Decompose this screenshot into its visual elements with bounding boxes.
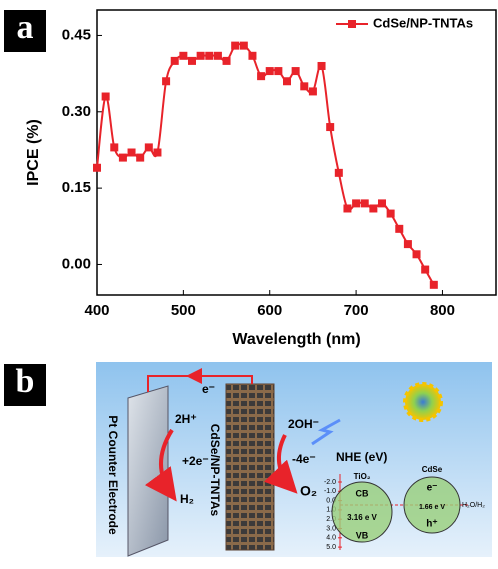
data-point <box>153 148 162 157</box>
y-tick-label: 0.15 <box>62 179 91 196</box>
x-tick-label: 500 <box>171 302 196 319</box>
text: 2H⁺ <box>175 412 197 426</box>
data-point <box>188 56 196 65</box>
text: Pt Counter Electrode <box>106 415 120 535</box>
x-tick-label: 700 <box>344 302 369 319</box>
data-point <box>170 56 179 65</box>
data-point <box>308 87 317 96</box>
legend-marker <box>348 20 356 28</box>
panel-box <box>4 364 46 406</box>
data-point <box>257 72 266 81</box>
nhe-tick-label: -1.0 <box>324 488 336 495</box>
plot-frame <box>96 9 497 296</box>
text: 2OH⁻ <box>288 417 319 431</box>
sun <box>403 382 443 422</box>
nanotube-array <box>225 383 275 551</box>
data-point <box>283 77 291 86</box>
data-point <box>196 51 205 60</box>
panel-label: a <box>17 9 34 46</box>
data-point <box>248 51 257 60</box>
data-point <box>343 204 352 213</box>
y-tick-label: 0.30 <box>62 103 91 120</box>
data-point <box>326 123 335 132</box>
cdse-circle <box>403 476 461 534</box>
data-point <box>118 153 127 162</box>
text: H₂O/H₂ <box>462 502 485 509</box>
chart: 0.00 0.15 0.30 0.45 400 500 600 700 800 Wavelengt… <box>25 9 497 348</box>
tio2-circle <box>331 481 393 543</box>
diagram: e⁻ Pt Counter Electrode CdSe/NP-TNTAs 2H… <box>96 362 492 557</box>
data-point <box>386 209 395 218</box>
text: 1.66 e V <box>419 504 445 511</box>
data-point <box>395 224 404 233</box>
nhe-tick-label: 0.0 <box>326 497 336 504</box>
nhe-tick-label: 3.0 <box>326 525 336 532</box>
data-point <box>360 199 369 208</box>
text: O₂ <box>300 483 317 499</box>
data-point <box>205 51 214 60</box>
text: NHE (eV) <box>336 450 387 464</box>
data-point <box>101 92 110 101</box>
panel-label: b <box>16 363 35 400</box>
panel-box <box>4 10 46 52</box>
text: h⁺ <box>426 519 437 530</box>
data-point <box>421 265 430 274</box>
nhe-tick-label: -2.0 <box>324 479 336 486</box>
data-point <box>291 67 300 76</box>
y-tick-label: 0.00 <box>62 255 91 272</box>
text: +2e⁻ <box>182 454 209 468</box>
x-tick-label: 400 <box>84 302 109 319</box>
x-tick-label: 800 <box>430 302 455 319</box>
data-point <box>369 204 378 213</box>
data-point <box>317 61 326 70</box>
arrow <box>263 434 298 494</box>
nhe-tick-label: 1.0 <box>326 507 336 514</box>
data-point <box>136 153 145 162</box>
nhe-tick-label: 4.0 <box>326 535 336 542</box>
data-point <box>429 280 438 289</box>
data-point <box>110 143 119 152</box>
data-point <box>300 82 309 91</box>
text: e⁻ <box>202 382 215 396</box>
data-point <box>213 51 222 60</box>
text: e⁻ <box>427 483 438 494</box>
arrow <box>144 428 177 502</box>
y-tick-label: 0.45 <box>62 26 91 43</box>
data-point <box>352 199 361 208</box>
data-point <box>93 163 101 172</box>
data-point <box>274 67 283 76</box>
text: VB <box>356 530 369 540</box>
text: TiO₂ <box>354 472 371 481</box>
series-line <box>96 43 435 286</box>
text: 3.16 e V <box>347 513 377 522</box>
data-point <box>127 148 136 157</box>
x-axis-title: Wavelength (nm) <box>232 331 360 348</box>
y-axis-title: IPCE (%) <box>25 119 42 186</box>
text: CdSe <box>422 465 443 474</box>
text: CB <box>356 488 369 498</box>
x-tick-label: 600 <box>257 302 282 319</box>
nhe-tick-label: 2.0 <box>326 516 336 523</box>
legend-label: CdSe/NP-TNTAs <box>373 15 473 30</box>
text: CdSe/NP-TNTAs <box>208 424 222 517</box>
data-point <box>403 240 412 249</box>
data-point <box>231 41 240 50</box>
data-point <box>334 168 343 177</box>
nhe-tick-label: 5.0 <box>326 544 336 551</box>
text: -4e⁻ <box>292 452 316 466</box>
data-point <box>179 51 188 60</box>
light <box>311 418 341 446</box>
data-point <box>144 143 153 152</box>
data-point <box>265 67 274 76</box>
data-point <box>222 56 231 65</box>
data-point <box>412 250 421 259</box>
data-point <box>239 41 248 50</box>
data-point <box>378 199 386 208</box>
data-point <box>162 77 171 86</box>
text: H₂ <box>180 492 194 506</box>
